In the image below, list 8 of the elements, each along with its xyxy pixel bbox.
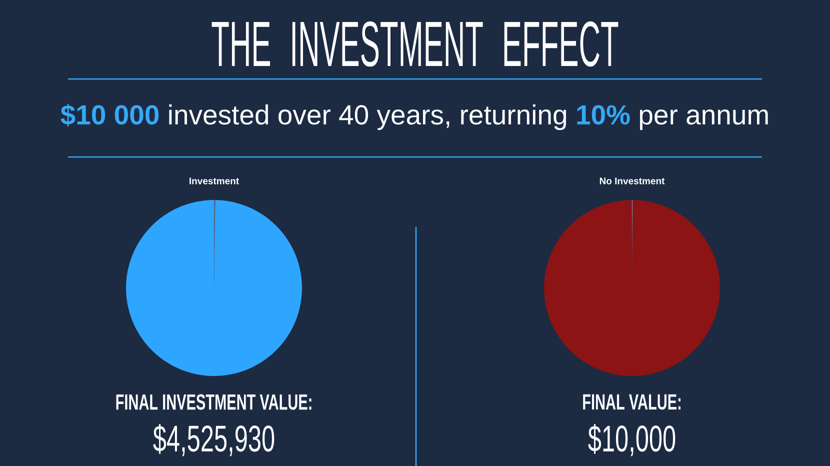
text: $10 000 invested over 40 years, returning 10% per annum — [60, 104, 768, 130]
chart-title: No Investment — [600, 178, 665, 184]
chart-title: Investment — [190, 178, 239, 184]
text: FINAL VALUE: — [583, 394, 680, 410]
text: $4,525,930 — [153, 424, 274, 456]
text: $10,000 — [588, 424, 676, 456]
text: FINAL INVESTMENT VALUE: — [116, 394, 312, 410]
text: THE INVESTMENT EFFECT — [212, 21, 618, 67]
